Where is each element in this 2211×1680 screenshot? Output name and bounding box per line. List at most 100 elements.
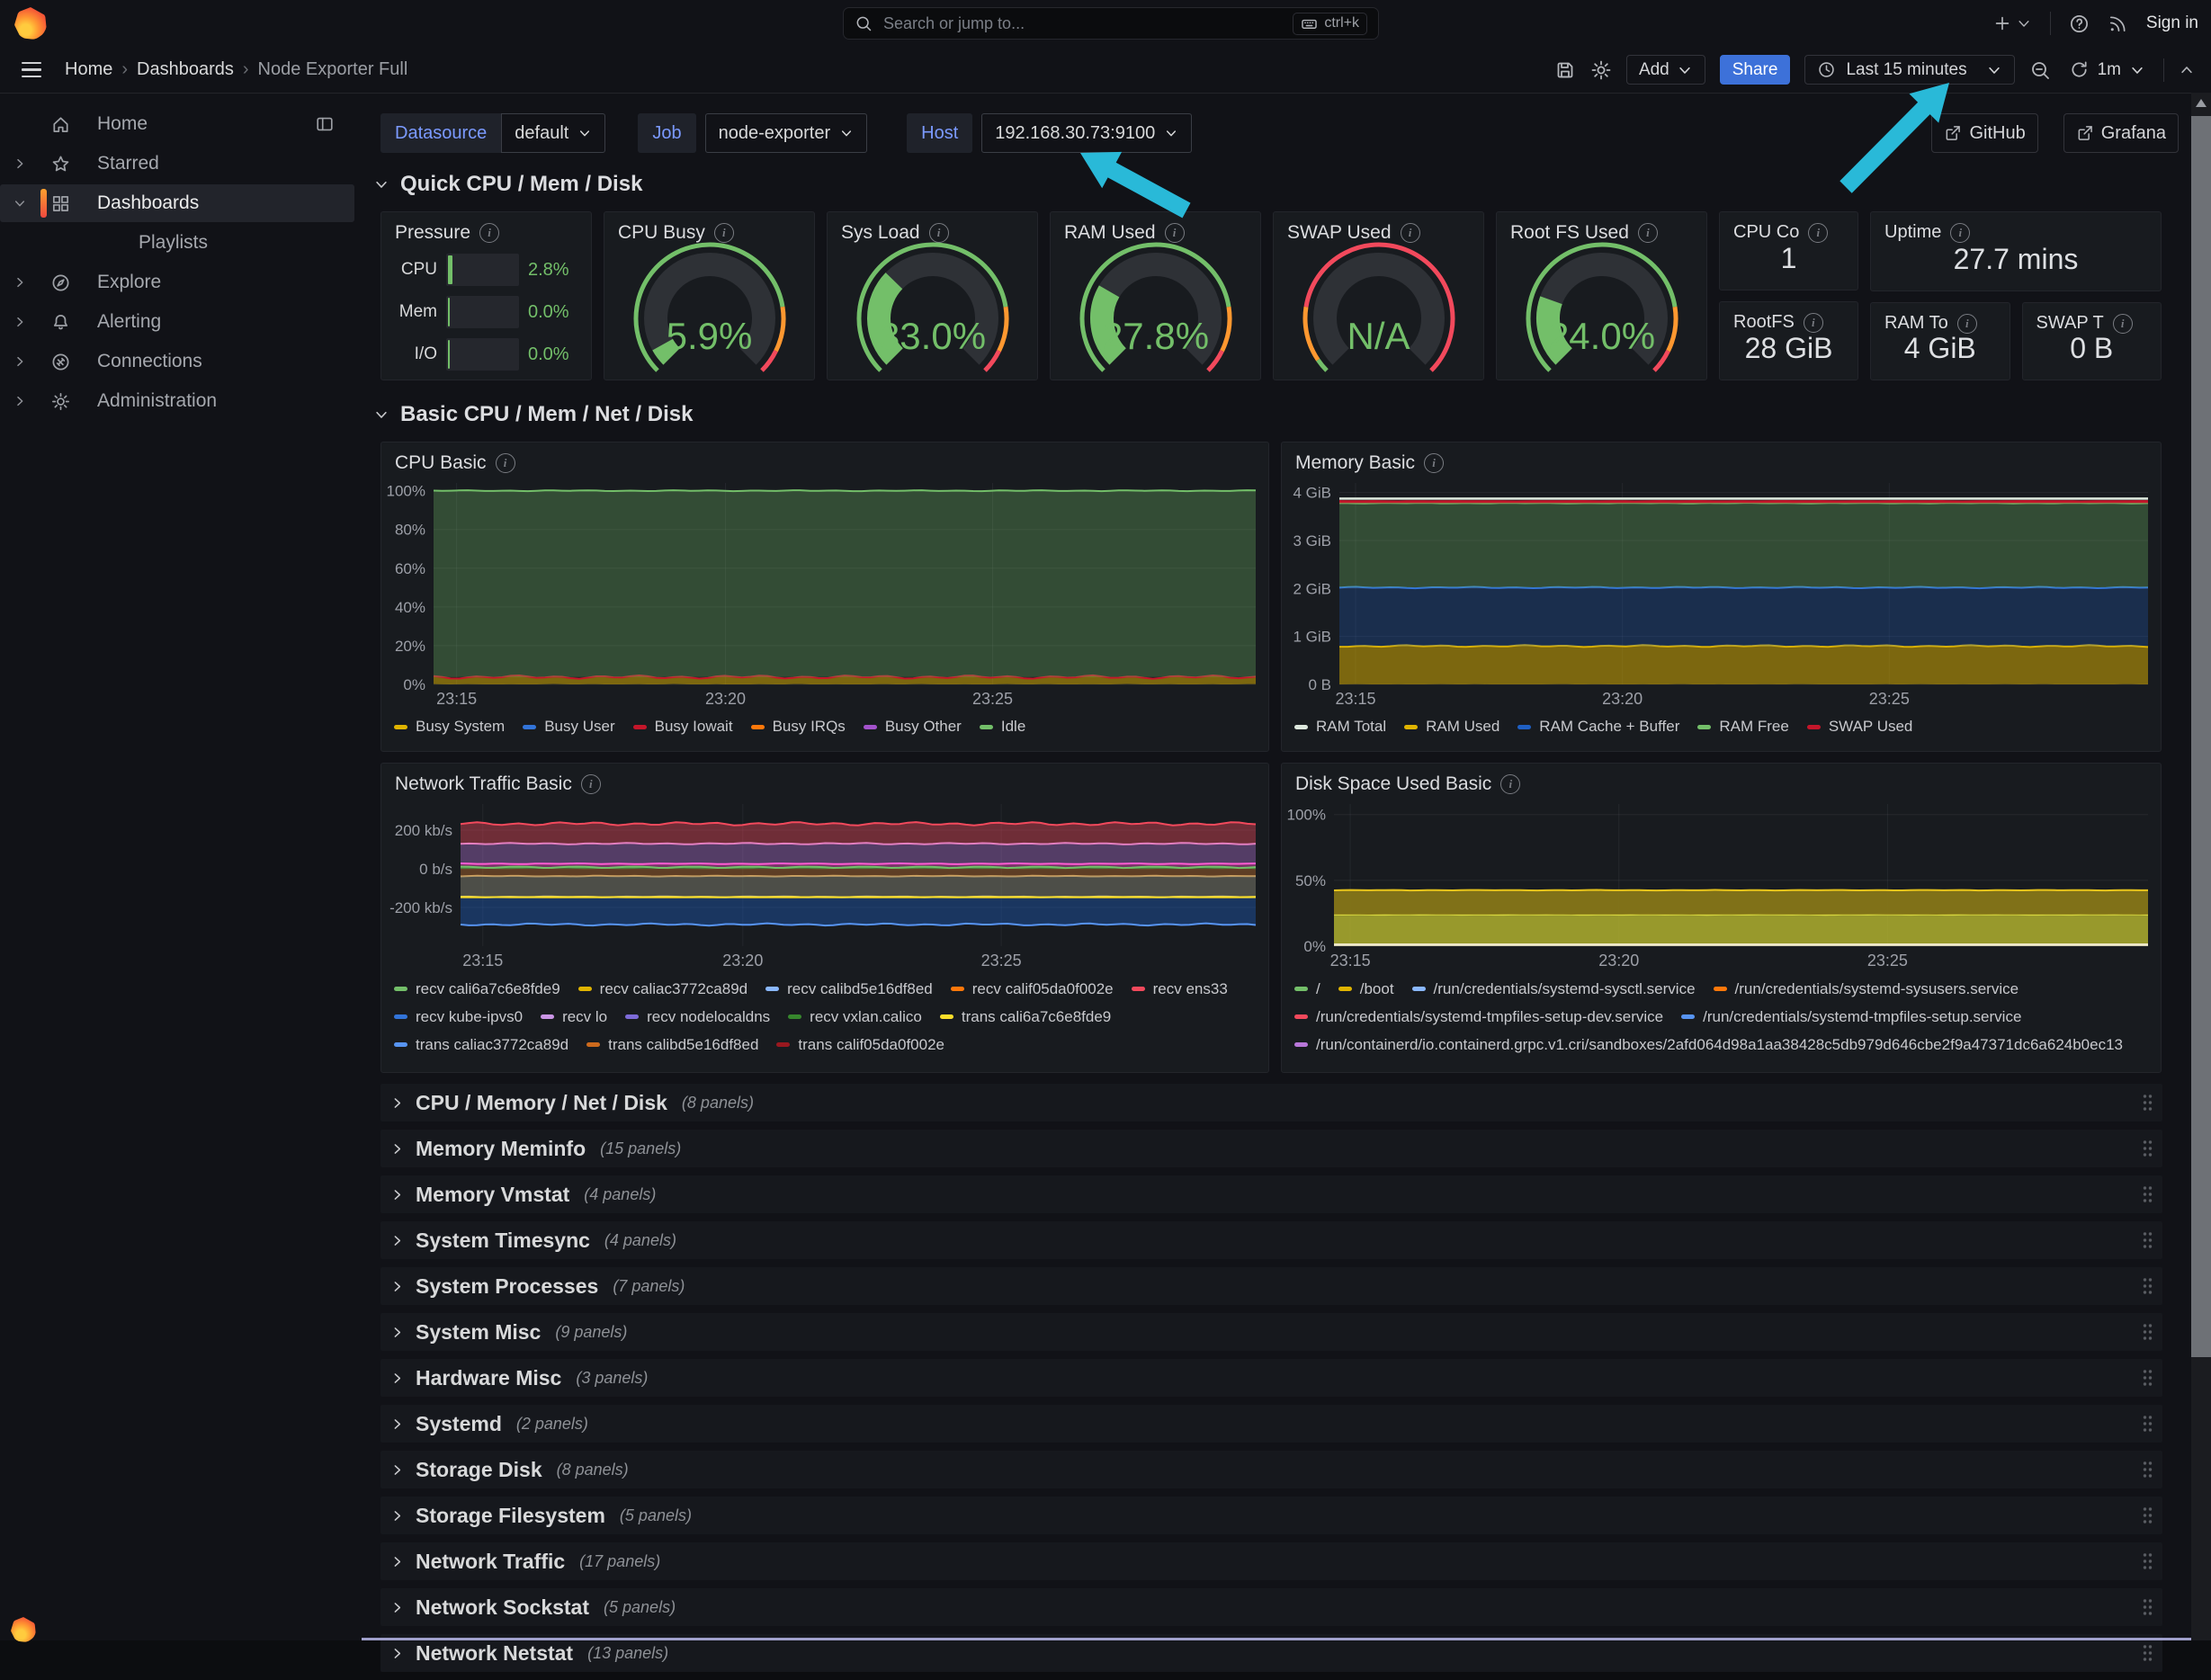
row-system-timesync[interactable]: System Timesync(4 panels) — [380, 1221, 2162, 1259]
chevron-down-icon[interactable] — [0, 196, 40, 210]
sidebar-item-home[interactable]: Home — [0, 105, 354, 143]
chevron-right-icon[interactable] — [0, 275, 40, 290]
row-hardware-misc[interactable]: Hardware Misc(3 panels) — [380, 1359, 2162, 1397]
row-network-sockstat[interactable]: Network Sockstat(5 panels) — [380, 1588, 2162, 1626]
legend-item[interactable]: Busy User — [523, 713, 614, 740]
help-icon[interactable] — [2069, 13, 2090, 34]
search-input[interactable] — [882, 13, 1293, 34]
save-dashboard-icon[interactable] — [1554, 59, 1576, 81]
drag-handle-icon[interactable] — [2142, 1322, 2153, 1342]
legend-item[interactable]: /run/containerd/io.containerd.grpc.v1.cr… — [1294, 1031, 2123, 1059]
panel-disk-space-used-basic[interactable]: Disk Space Used Basici0%50%100%23:1523:2… — [1281, 763, 2162, 1073]
drag-handle-icon[interactable] — [2142, 1643, 2153, 1663]
add-icon[interactable] — [1992, 13, 2032, 33]
github-link-button[interactable]: GitHub — [1931, 113, 2037, 153]
dock-icon[interactable] — [315, 114, 335, 134]
sign-in-button[interactable]: Sign in — [2146, 13, 2198, 33]
row-system-processes[interactable]: System Processes(7 panels) — [380, 1267, 2162, 1305]
drag-handle-icon[interactable] — [2142, 1139, 2153, 1158]
breadcrumb-item-dashboards[interactable]: Dashboards — [137, 59, 234, 80]
legend-item[interactable]: recv calif05da0f002e — [951, 975, 1114, 1003]
legend-item[interactable]: trans calibd5e16df8ed — [586, 1031, 758, 1059]
legend-item[interactable]: recv caliac3772ca89d — [578, 975, 747, 1003]
info-icon[interactable]: i — [581, 774, 601, 794]
sidebar-item-playlists[interactable]: Playlists — [0, 224, 354, 262]
info-icon[interactable]: i — [1401, 223, 1420, 243]
chevron-right-icon[interactable] — [0, 156, 40, 171]
info-icon[interactable]: i — [1165, 223, 1185, 243]
chevron-right-icon[interactable] — [0, 315, 40, 329]
row-memory-meminfo[interactable]: Memory Meminfo(15 panels) — [380, 1130, 2162, 1167]
legend-item[interactable]: Busy System — [394, 713, 505, 740]
panel-network-traffic-basic[interactable]: Network Traffic Basici200 kb/s0 b/s-200 … — [380, 763, 1269, 1073]
time-range-picker[interactable]: Last 15 minutes — [1804, 55, 2014, 85]
refresh-button[interactable]: 1m — [2065, 55, 2149, 85]
collapse-toolbar-chevron-icon[interactable] — [2179, 62, 2195, 78]
sidebar-item-dashboards[interactable]: Dashboards — [0, 184, 354, 222]
info-icon[interactable]: i — [714, 223, 734, 243]
legend-item[interactable]: /run/credentials/systemd-tmpfiles-setup-… — [1294, 1003, 1663, 1031]
drag-handle-icon[interactable] — [2142, 1184, 2153, 1204]
grafana-logo[interactable] — [14, 7, 47, 40]
legend-item[interactable]: trans cali6a7c6e8fde9 — [940, 1003, 1111, 1031]
row-system-misc[interactable]: System Misc(9 panels) — [380, 1313, 2162, 1351]
legend-item[interactable]: trans calif05da0f002e — [776, 1031, 944, 1059]
row-systemd[interactable]: Systemd(2 panels) — [380, 1405, 2162, 1443]
legend-item[interactable]: / — [1294, 975, 1320, 1003]
row-cpu-memory-net-disk[interactable]: CPU / Memory / Net / Disk(8 panels) — [380, 1084, 2162, 1121]
drag-handle-icon[interactable] — [2142, 1368, 2153, 1388]
legend-item[interactable]: RAM Cache + Buffer — [1517, 713, 1679, 740]
info-icon[interactable]: i — [1804, 313, 1823, 333]
section-basic-cpu-mem-net-disk[interactable]: Basic CPU / Mem / Net / Disk — [373, 402, 2191, 427]
drag-handle-icon[interactable] — [2142, 1597, 2153, 1617]
legend-item[interactable]: Busy Iowait — [633, 713, 733, 740]
sidebar-item-alerting[interactable]: Alerting — [0, 303, 354, 341]
row-memory-vmstat[interactable]: Memory Vmstat(4 panels) — [380, 1175, 2162, 1213]
legend-item[interactable]: recv cali6a7c6e8fde9 — [394, 975, 560, 1003]
datasource-variable-dropdown[interactable]: default — [501, 113, 605, 153]
legend-item[interactable]: recv kube-ipvs0 — [394, 1003, 523, 1031]
legend-item[interactable]: /boot — [1338, 975, 1394, 1003]
info-icon[interactable]: i — [1424, 453, 1444, 473]
info-icon[interactable]: i — [496, 453, 515, 473]
drag-handle-icon[interactable] — [2142, 1460, 2153, 1479]
legend-item[interactable]: RAM Used — [1404, 713, 1499, 740]
row-network-traffic[interactable]: Network Traffic(17 panels) — [380, 1542, 2162, 1580]
share-button[interactable]: Share — [1720, 55, 1791, 85]
sidebar-item-connections[interactable]: Connections — [0, 343, 354, 380]
legend-item[interactable]: SWAP Used — [1807, 713, 1913, 740]
drag-handle-icon[interactable] — [2142, 1506, 2153, 1525]
panel-cpu-basic[interactable]: CPU Basici0%20%40%60%80%100%23:1523:2023… — [380, 442, 1269, 752]
info-icon[interactable]: i — [1808, 223, 1828, 243]
chevron-right-icon[interactable] — [0, 394, 40, 408]
sidebar-item-starred[interactable]: Starred — [0, 145, 354, 183]
menu-toggle-icon[interactable] — [22, 62, 41, 78]
host-variable-dropdown[interactable]: 192.168.30.73:9100 — [981, 113, 1192, 153]
dashboard-settings-icon[interactable] — [1590, 59, 1612, 81]
section-quick-cpu-mem-disk[interactable]: Quick CPU / Mem / Disk — [373, 172, 2191, 197]
legend-item[interactable]: recv calibd5e16df8ed — [765, 975, 933, 1003]
search-box[interactable]: ctrl+k — [843, 7, 1379, 40]
drag-handle-icon[interactable] — [2142, 1230, 2153, 1250]
breadcrumb-item-home[interactable]: Home — [65, 59, 112, 80]
info-icon[interactable]: i — [1950, 223, 1970, 243]
info-icon[interactable]: i — [1500, 774, 1520, 794]
drag-handle-icon[interactable] — [2142, 1276, 2153, 1296]
info-icon[interactable]: i — [1638, 223, 1658, 243]
sidebar-item-administration[interactable]: Administration — [0, 382, 354, 420]
legend-item[interactable]: recv lo — [541, 1003, 607, 1031]
info-icon[interactable]: i — [1957, 314, 1977, 334]
row-storage-disk[interactable]: Storage Disk(8 panels) — [380, 1451, 2162, 1488]
scrollbar[interactable] — [2191, 93, 2211, 1640]
info-icon[interactable]: i — [479, 223, 499, 243]
legend-item[interactable]: Idle — [980, 713, 1025, 740]
legend-item[interactable]: RAM Total — [1294, 713, 1386, 740]
row-storage-filesystem[interactable]: Storage Filesystem(5 panels) — [380, 1497, 2162, 1534]
legend-item[interactable]: Busy IRQs — [751, 713, 846, 740]
legend-item[interactable]: trans caliac3772ca89d — [394, 1031, 568, 1059]
legend-item[interactable]: RAM Free — [1697, 713, 1788, 740]
sidebar-item-explore[interactable]: Explore — [0, 264, 354, 301]
info-icon[interactable]: i — [2113, 314, 2133, 334]
job-variable-dropdown[interactable]: node-exporter — [705, 113, 868, 153]
news-rss-icon[interactable] — [2108, 13, 2128, 34]
